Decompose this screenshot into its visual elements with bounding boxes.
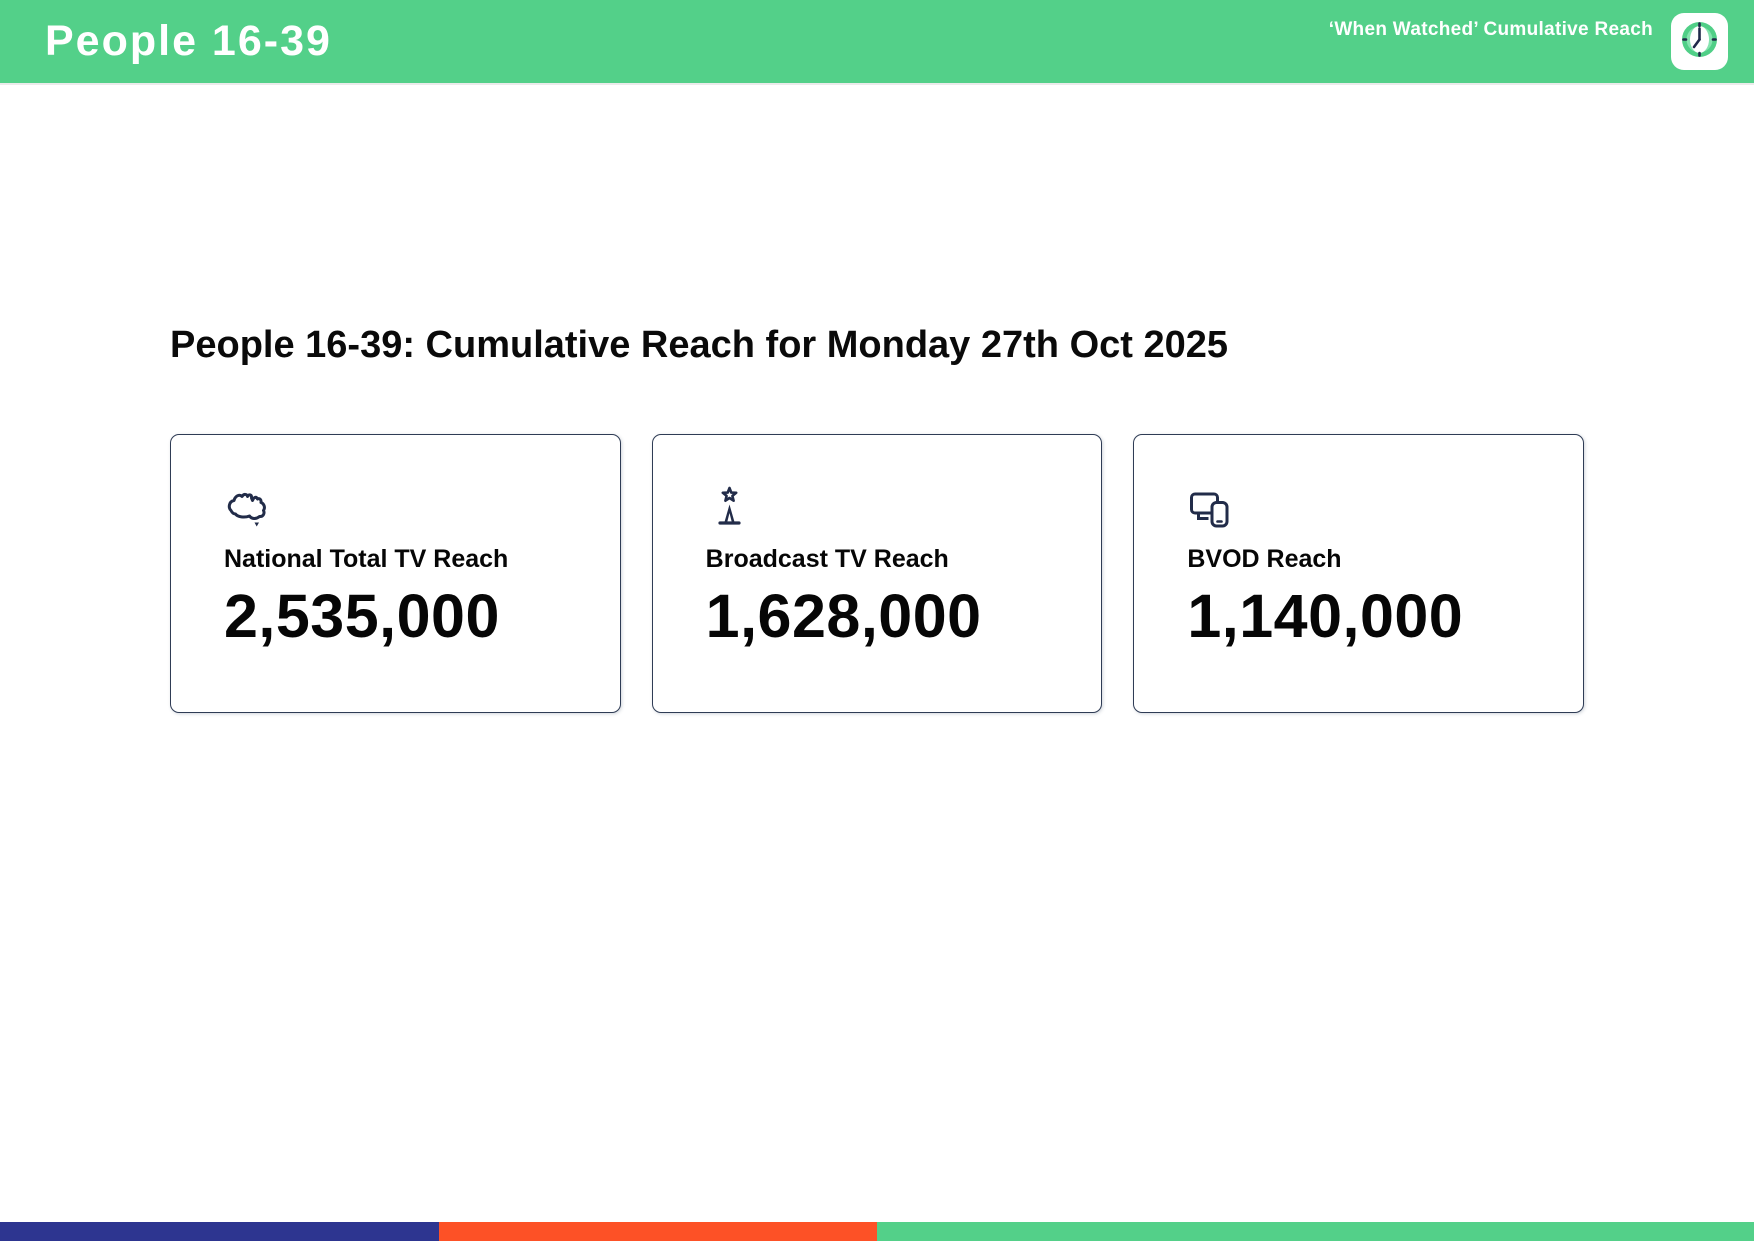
kpi-cards-row: National Total TV Reach 2,535,000 Broadc…	[170, 433, 1585, 713]
kpi-card-national-total-tv: National Total TV Reach 2,535,000	[170, 433, 621, 713]
footer-color-bar	[0, 1222, 1754, 1241]
kpi-value: 1,140,000	[1187, 581, 1464, 650]
header-tagline: ‘When Watched’ Cumulative Reach	[1328, 18, 1653, 40]
kpi-value: 1,628,000	[705, 581, 982, 650]
app-logo	[1671, 13, 1728, 70]
kpi-value: 2,535,000	[224, 581, 500, 650]
kpi-label: Broadcast TV Reach	[705, 544, 949, 573]
kpi-label: National Total TV Reach	[224, 544, 509, 573]
page-title: People 16-39: Cumulative Reach for Monda…	[170, 324, 1229, 366]
main-content: People 16-39: Cumulative Reach for Monda…	[0, 83, 1754, 713]
footer-segment-green	[877, 1222, 1754, 1241]
footer-segment-navy	[0, 1222, 439, 1241]
header-right-group: ‘When Watched’ Cumulative Reach	[1329, 0, 1728, 83]
tv-and-mobile-devices-icon	[1187, 485, 1563, 532]
clock-icon	[1671, 11, 1728, 73]
kpi-card-broadcast-tv: Broadcast TV Reach 1,628,000	[651, 433, 1103, 713]
australia-map-icon	[224, 485, 600, 532]
app-header: People 16-39 ‘When Watched’ Cumulative R…	[0, 0, 1754, 83]
kpi-card-bvod: BVOD Reach 1,140,000	[1133, 433, 1585, 713]
broadcast-tower-icon	[706, 485, 1082, 532]
kpi-label: BVOD Reach	[1187, 544, 1342, 573]
footer-segment-orange	[438, 1222, 877, 1241]
app-title: People 16-39	[45, 17, 332, 65]
